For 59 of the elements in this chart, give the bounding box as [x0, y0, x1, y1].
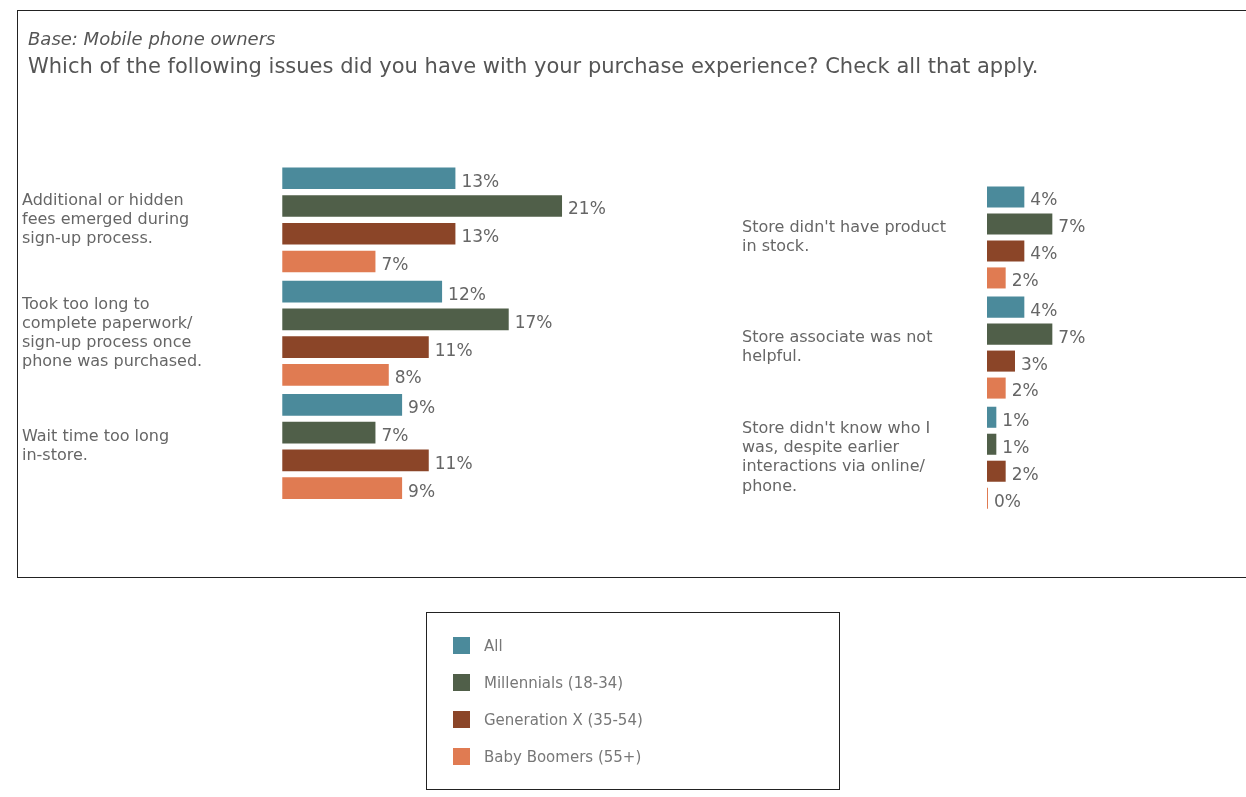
- bar: [987, 323, 1053, 345]
- chart-subtitle: Base: Mobile phone owners: [28, 28, 276, 49]
- bar: [282, 394, 403, 416]
- bar: [987, 350, 1015, 372]
- data-label: 13%: [461, 226, 500, 247]
- legend-label: All: [484, 636, 503, 655]
- data-label: 3%: [1021, 353, 1048, 374]
- data-label: 4%: [1030, 299, 1058, 320]
- y-tick-label: Wait time too long in-store.: [22, 426, 170, 465]
- data-label: 2%: [1011, 380, 1039, 401]
- y-tick-label: Store didn't have product in stock.: [742, 217, 946, 256]
- bar: [282, 222, 456, 245]
- bar: [282, 336, 429, 358]
- data-label: 7%: [1058, 326, 1086, 347]
- bar: [282, 308, 509, 331]
- bar: [987, 433, 997, 455]
- data-label: 7%: [381, 253, 409, 274]
- bar: [987, 240, 1025, 262]
- legend-label: Generation X (35-54): [484, 710, 643, 729]
- legend-label: Millennials (18-34): [484, 673, 624, 692]
- bar: [987, 377, 1006, 399]
- y-tick-label: Store associate was not helpful.: [742, 327, 933, 366]
- bar: [282, 250, 376, 273]
- y-tick-label: Took too long to complete paperwork/ sign-up process once phone was purchased.: [21, 293, 203, 371]
- bar: [987, 406, 997, 428]
- data-label: 0%: [994, 490, 1021, 511]
- data-label: 7%: [381, 425, 409, 446]
- bar: [282, 280, 443, 303]
- bar: [282, 449, 429, 472]
- data-label: 21%: [568, 198, 606, 219]
- data-label: 17%: [514, 311, 553, 332]
- data-label: 2%: [1011, 270, 1039, 291]
- bar: [282, 364, 389, 386]
- bar: [282, 421, 376, 444]
- data-label: 9%: [408, 480, 436, 501]
- data-label: 1%: [1002, 409, 1030, 430]
- bar: [282, 167, 456, 190]
- bar: [987, 186, 1025, 208]
- bar: [987, 296, 1025, 318]
- y-tick-label: Additional or hidden fees emerged during sign-up process.: [22, 189, 190, 248]
- data-label: 4%: [1030, 243, 1058, 264]
- legend-label: Baby Boomers (55+): [484, 747, 642, 766]
- data-label: 9%: [408, 397, 436, 418]
- data-label: 4%: [1030, 189, 1058, 210]
- y-tick-label: Store didn't know who I was, despite earlier interactions via online/ phone.: [742, 418, 931, 495]
- bar: [282, 195, 563, 217]
- data-label: 1%: [1002, 436, 1030, 457]
- bar: [282, 477, 403, 500]
- data-label: 11%: [434, 452, 473, 473]
- bar: [987, 460, 1006, 482]
- chart-title: Which of the following issues did you have with your purchase experience? Check all that apply.: [28, 54, 1039, 78]
- data-label: 2%: [1011, 463, 1039, 484]
- bar: [987, 213, 1053, 235]
- data-label: 13%: [461, 170, 500, 191]
- data-label: 7%: [1058, 216, 1086, 237]
- data-label: 12%: [448, 283, 486, 304]
- bar: [987, 267, 1006, 289]
- data-label: 11%: [434, 339, 473, 360]
- data-label: 8%: [394, 367, 422, 388]
